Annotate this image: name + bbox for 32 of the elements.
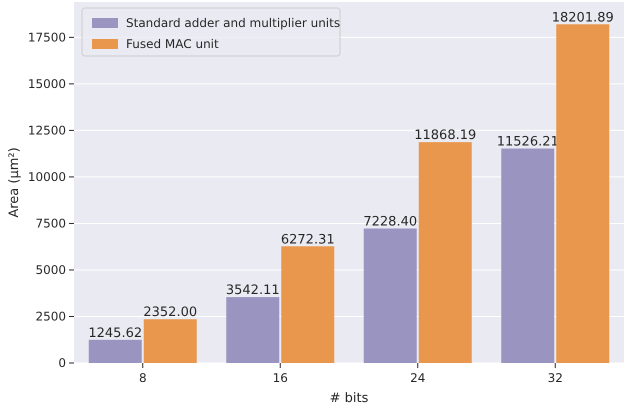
- y-axis-title: Area (μm²): [7, 147, 22, 218]
- y-tick-label: 2500: [35, 310, 66, 324]
- bar: [418, 142, 472, 363]
- data-label: 6272.31: [280, 232, 335, 248]
- y-tick-label: 7500: [35, 216, 66, 231]
- bar: [364, 228, 417, 363]
- bar: [501, 148, 554, 363]
- x-tick-label: 24: [410, 371, 426, 385]
- x-tick-label: 32: [548, 371, 563, 385]
- data-label: 11868.19: [414, 128, 476, 144]
- x-tick-label: 16: [272, 371, 288, 385]
- bar: [226, 297, 280, 363]
- y-tick-label: 12500: [28, 124, 66, 138]
- data-label: 11526.21: [496, 134, 559, 150]
- bar: [144, 319, 197, 363]
- legend-label: Fused MAC unit: [126, 37, 220, 51]
- data-label: 3542.11: [226, 283, 280, 298]
- y-tick-label: 15000: [28, 77, 66, 92]
- x-tick-label: 8: [138, 371, 147, 385]
- bar: [281, 246, 334, 363]
- data-label: 1245.62: [88, 326, 142, 341]
- y-tick-label: 17500: [28, 30, 66, 45]
- bar: [556, 24, 610, 363]
- y-tick-label: 10000: [28, 170, 66, 184]
- x-axis-title: # bits: [330, 391, 369, 406]
- data-label: 7228.40: [363, 214, 418, 230]
- y-tick-label: 0: [58, 356, 66, 370]
- data-label: 2352.00: [143, 305, 198, 320]
- legend-label: Standard adder and multiplier units: [126, 16, 340, 30]
- bar: [88, 340, 142, 363]
- data-label: 18201.89: [552, 10, 614, 26]
- y-tick-label: 5000: [35, 263, 66, 278]
